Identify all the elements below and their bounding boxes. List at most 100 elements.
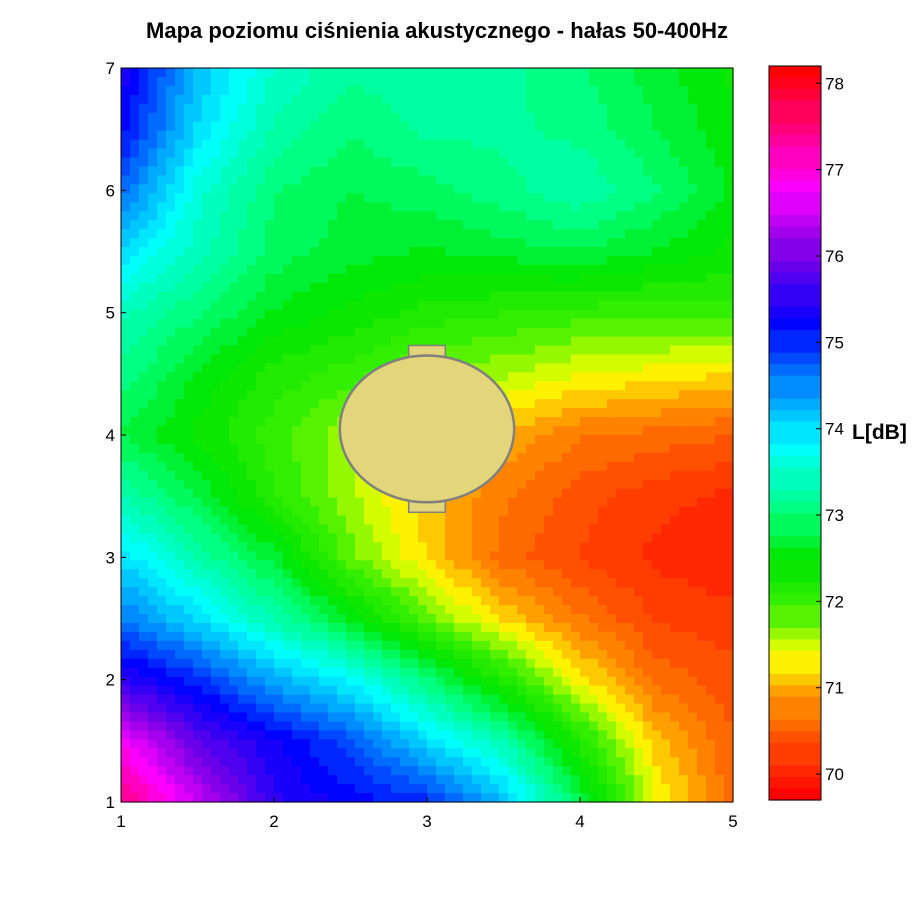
heatmap-cell bbox=[634, 426, 644, 436]
heatmap-cell bbox=[508, 139, 518, 150]
heatmap-cell bbox=[310, 220, 320, 230]
heatmap-cell bbox=[418, 68, 428, 78]
heatmap-cell bbox=[508, 712, 518, 723]
heatmap-cell bbox=[688, 658, 698, 669]
heatmap-cell bbox=[220, 524, 230, 535]
heatmap-cell bbox=[229, 605, 239, 615]
heatmap-cell bbox=[679, 524, 689, 535]
heatmap-cell bbox=[724, 76, 734, 87]
heatmap-cell bbox=[364, 238, 374, 248]
heatmap-cell bbox=[265, 408, 275, 418]
heatmap-cell bbox=[571, 139, 581, 150]
heatmap-cell bbox=[454, 631, 464, 642]
heatmap-cell bbox=[301, 175, 311, 185]
heatmap-cell bbox=[238, 157, 248, 168]
heatmap-cell bbox=[508, 622, 518, 633]
heatmap-cell bbox=[688, 273, 698, 284]
heatmap-cell bbox=[139, 202, 149, 212]
heatmap-cell bbox=[598, 605, 608, 615]
heatmap-cell bbox=[454, 515, 464, 526]
heatmap-cell bbox=[481, 175, 491, 185]
heatmap-cell bbox=[247, 327, 257, 338]
heatmap-cell bbox=[445, 622, 455, 633]
heatmap-cell bbox=[130, 587, 140, 597]
heatmap-cell bbox=[598, 640, 608, 651]
heatmap-cell bbox=[391, 506, 401, 517]
heatmap-cell bbox=[670, 273, 680, 284]
heatmap-cell bbox=[661, 264, 671, 275]
heatmap-cell bbox=[310, 399, 320, 409]
heatmap-cell bbox=[688, 175, 698, 185]
heatmap-cell bbox=[625, 587, 635, 597]
heatmap-cell bbox=[337, 255, 347, 266]
heatmap-cell bbox=[562, 354, 572, 364]
heatmap-cell bbox=[436, 264, 446, 275]
heatmap-cell bbox=[697, 614, 707, 624]
heatmap-cell bbox=[247, 426, 257, 436]
heatmap-cell bbox=[139, 703, 149, 714]
heatmap-cell bbox=[184, 587, 194, 597]
heatmap-cell bbox=[175, 587, 185, 597]
heatmap-cell bbox=[508, 202, 518, 212]
heatmap-cell bbox=[364, 542, 374, 552]
heatmap-cell bbox=[373, 184, 383, 194]
heatmap-cell bbox=[526, 703, 536, 714]
heatmap-cell bbox=[166, 220, 176, 230]
heatmap-cell bbox=[211, 578, 221, 588]
heatmap-cell bbox=[256, 112, 266, 123]
heatmap-cell bbox=[472, 336, 482, 347]
heatmap-cell bbox=[184, 336, 194, 347]
heatmap-cell bbox=[544, 255, 554, 266]
heatmap-cell bbox=[589, 685, 599, 696]
heatmap-cell bbox=[193, 443, 203, 454]
heatmap-cell bbox=[310, 354, 320, 364]
heatmap-cell bbox=[292, 345, 302, 356]
heatmap-cell bbox=[283, 649, 293, 660]
heatmap-cell bbox=[364, 211, 374, 221]
heatmap-cell bbox=[238, 273, 248, 284]
heatmap-cell bbox=[292, 372, 302, 382]
heatmap-cell bbox=[130, 542, 140, 552]
heatmap-cell bbox=[310, 94, 320, 105]
heatmap-cell bbox=[202, 193, 212, 203]
heatmap-cell bbox=[418, 157, 428, 168]
heatmap-cell bbox=[535, 533, 545, 544]
heatmap-cell bbox=[292, 497, 302, 508]
heatmap-cell bbox=[544, 649, 554, 660]
heatmap-cell bbox=[454, 658, 464, 669]
heatmap-cell bbox=[688, 488, 698, 499]
heatmap-cell bbox=[130, 282, 140, 293]
heatmap-cell bbox=[490, 658, 500, 669]
heatmap-cell bbox=[175, 408, 185, 418]
heatmap-cell bbox=[346, 229, 356, 239]
heatmap-cell bbox=[589, 649, 599, 660]
heatmap-cell bbox=[166, 560, 176, 570]
heatmap-cell bbox=[481, 488, 491, 499]
heatmap-cell bbox=[544, 336, 554, 347]
heatmap-cell bbox=[373, 130, 383, 141]
heatmap-cell bbox=[373, 273, 383, 284]
heatmap-cell bbox=[526, 443, 536, 454]
heatmap-cell bbox=[238, 569, 248, 579]
heatmap-cell bbox=[625, 184, 635, 194]
heatmap-cell bbox=[292, 614, 302, 624]
heatmap-cell bbox=[526, 264, 536, 275]
heatmap-cell bbox=[490, 139, 500, 150]
heatmap-cell bbox=[535, 399, 545, 409]
heatmap-cell bbox=[715, 622, 725, 633]
heatmap-cell bbox=[571, 247, 581, 257]
heatmap-cell bbox=[220, 658, 230, 669]
heatmap-cell bbox=[688, 238, 698, 248]
heatmap-cell bbox=[274, 175, 284, 185]
heatmap-cell bbox=[535, 488, 545, 499]
heatmap-cell bbox=[571, 175, 581, 185]
heatmap-cell bbox=[166, 94, 176, 105]
heatmap-cell bbox=[373, 291, 383, 302]
heatmap-cell bbox=[301, 533, 311, 544]
heatmap-cell bbox=[319, 103, 329, 114]
heatmap-cell bbox=[670, 658, 680, 669]
heatmap-cell bbox=[139, 479, 149, 490]
heatmap-cell bbox=[679, 426, 689, 436]
heatmap-cell bbox=[607, 408, 617, 418]
heatmap-cell bbox=[337, 452, 347, 463]
